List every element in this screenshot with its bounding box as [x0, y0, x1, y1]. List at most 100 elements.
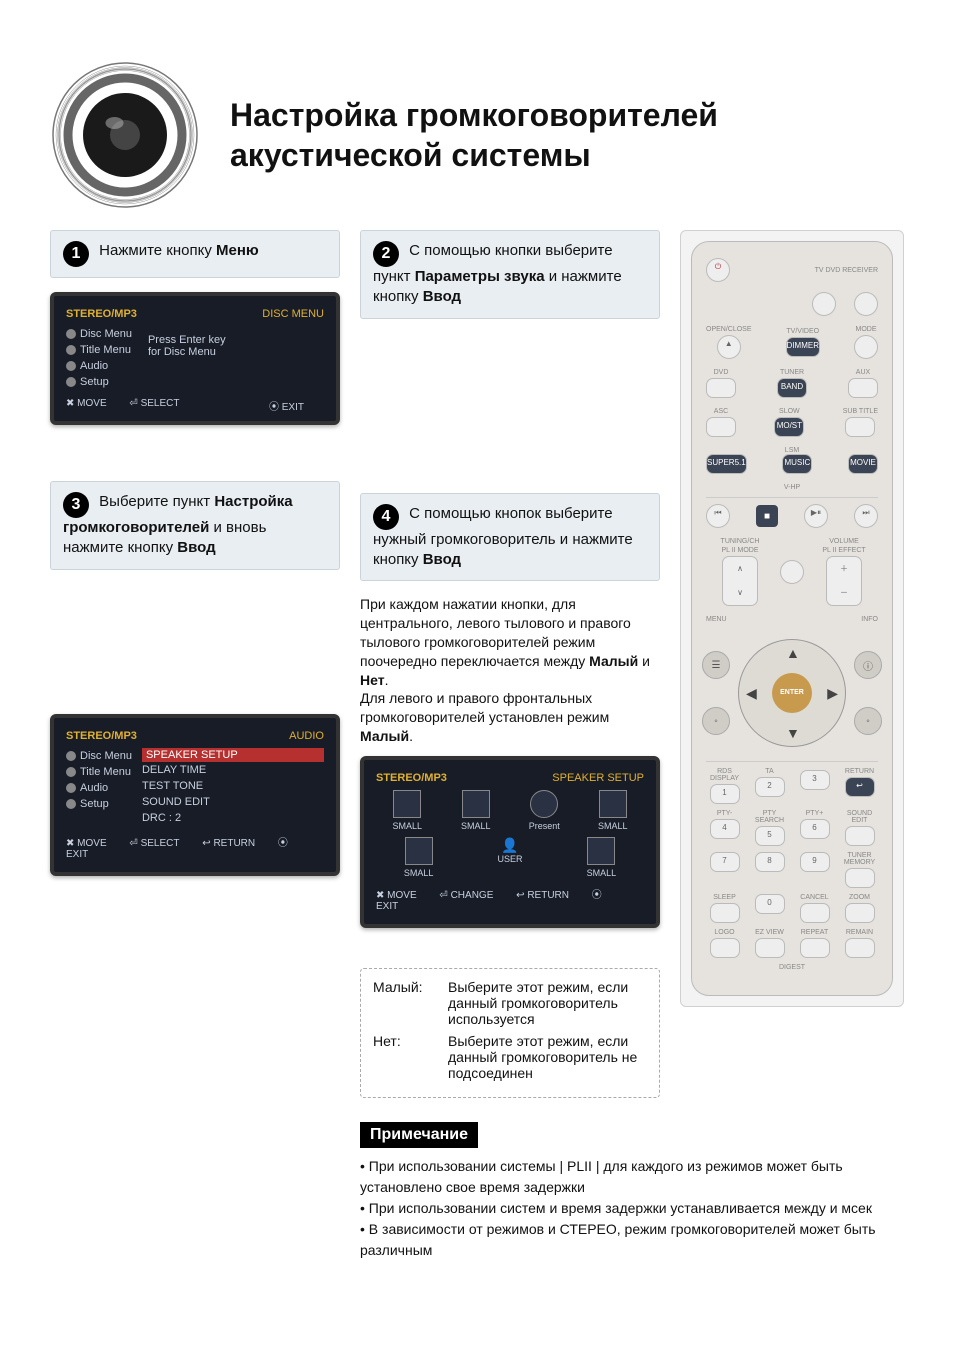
cancel-button[interactable] [800, 903, 830, 923]
remote-frame: ⏻ TV DVD RECEIVER OPEN/CLOSE▲ TV/VIDEODI… [680, 230, 904, 1007]
tv-screen-1: STEREO/MP3 DISC MENU Disc Menu Title Men… [50, 292, 340, 425]
speaker-icon [50, 60, 200, 210]
tv-video-button[interactable]: DIMMER [786, 337, 820, 357]
step-3-num: 3 [63, 492, 89, 518]
remain-button[interactable] [845, 938, 875, 958]
aux-button[interactable] [848, 378, 878, 398]
num-4[interactable]: 4 [710, 819, 740, 839]
tuner-memory-button[interactable] [845, 868, 875, 888]
sleep-button[interactable] [710, 903, 740, 923]
lbl: SOUND EDIT [841, 810, 878, 824]
lbl: EZ VIEW [755, 929, 784, 936]
num-2[interactable]: 2 [755, 777, 785, 797]
side-btn-l2[interactable]: ◦ [702, 707, 730, 735]
col-left: 1 Нажмите кнопку Меню STEREO/MP3 DISC ME… [50, 230, 340, 1098]
slow-button[interactable]: MO/ST [774, 417, 804, 437]
tv4-f: EXIT [376, 901, 398, 912]
step-3-d: Ввод [177, 539, 215, 556]
mode-button[interactable] [854, 335, 878, 359]
movie-button[interactable]: MOVIE [848, 454, 878, 474]
tv1-foot-exit: EXIT [282, 402, 304, 413]
tv3-lrow: Disc Menu [80, 750, 132, 762]
lbl: LOGO [714, 929, 734, 936]
num-7[interactable]: 7 [710, 852, 740, 872]
vol-label: VOLUME [829, 538, 859, 545]
num-6[interactable]: 6 [800, 819, 830, 839]
s4b-small: Малый [589, 653, 638, 669]
remote-top-right: TV DVD RECEIVER [815, 267, 878, 274]
tv3-foot-i: MOVE [77, 838, 106, 849]
tv-select[interactable] [812, 292, 836, 316]
lbl: DVD [714, 369, 729, 376]
note-b3: В зависимости от режимов и СТЕРЕО, режим… [360, 1221, 876, 1258]
tv-screen-3: STEREO/MP3 AUDIO Disc Menu Title Menu Au… [50, 714, 340, 876]
dpad-left[interactable]: ◀ [746, 685, 757, 702]
ezview-button[interactable] [755, 938, 785, 958]
logo-button[interactable] [710, 938, 740, 958]
menu-label: MENU [706, 616, 727, 623]
dpad: ▲ ▼ ◀ ▶ ENTER [732, 633, 852, 753]
num-5[interactable]: 5 [755, 826, 785, 846]
music-button[interactable]: MUSIC [782, 454, 812, 474]
info-button[interactable]: ⓘ [854, 651, 882, 679]
tuning-rocker[interactable]: ∧∨ [722, 556, 758, 606]
subtitle-button[interactable] [845, 417, 875, 437]
tv3-lrow: Title Menu [80, 766, 131, 778]
spk-lbl: SMALL [461, 821, 491, 831]
tv4-f: CHANGE [451, 890, 494, 901]
lbl: ZOOM [849, 894, 870, 901]
lbl: RETURN [845, 768, 874, 775]
tv1-hint: for Disc Menu [148, 346, 226, 358]
spk-lbl: SMALL [587, 868, 617, 878]
volume-rocker[interactable]: ＋－ [826, 556, 862, 606]
lbl: TUNER [780, 369, 804, 376]
tv4-f: RETURN [527, 890, 569, 901]
mute-button[interactable] [780, 560, 804, 584]
tv1-foot-move: MOVE [77, 398, 106, 409]
prev-button[interactable]: ⏮ [706, 504, 730, 528]
num-3[interactable]: 3 [800, 770, 830, 790]
pl2-mode: PL II MODE [721, 547, 758, 554]
vhp-label: V-HP [706, 484, 878, 491]
asc-button[interactable] [706, 417, 736, 437]
super51-button[interactable]: SUPER5.1 [706, 454, 747, 474]
tv1-title: STEREO/MP3 [66, 308, 137, 320]
lbl: SLEEP [713, 894, 736, 901]
s4b-l3: Малый [360, 728, 409, 744]
tv4-f: MOVE [387, 890, 416, 901]
next-button[interactable]: ⏭ [854, 504, 878, 528]
title-line2: акустической системы [230, 137, 591, 173]
col-right: ⏻ TV DVD RECEIVER OPEN/CLOSE▲ TV/VIDEODI… [680, 230, 904, 1098]
lbl: MODE [856, 326, 877, 333]
dpad-up[interactable]: ▲ [786, 645, 800, 661]
lbl: SUB TITLE [843, 408, 878, 415]
open-close-button[interactable]: ▲ [717, 335, 741, 359]
stop-button[interactable]: ■ [756, 505, 778, 527]
repeat-button[interactable] [800, 938, 830, 958]
play-pause-button[interactable]: ▶⏸ [804, 504, 828, 528]
digest-label: DIGEST [706, 964, 878, 971]
power-button[interactable]: ⏻ [706, 258, 730, 282]
zoom-button[interactable] [845, 903, 875, 923]
dpad-right[interactable]: ▶ [827, 685, 838, 702]
tv1-foot: ✖ MOVE ⏎ SELECT ⦿ EXIT [66, 398, 324, 409]
lbl: PTY- [717, 810, 732, 817]
dpad-down[interactable]: ▼ [786, 725, 800, 741]
return-button[interactable]: ↩ [845, 777, 875, 797]
tuner-button[interactable]: BAND [777, 378, 807, 398]
tv4-right: SPEAKER SETUP [552, 772, 644, 784]
num-0[interactable]: 0 [755, 894, 785, 914]
enter-button[interactable]: ENTER [772, 673, 812, 713]
dvd-button[interactable] [706, 378, 736, 398]
dvd-select[interactable] [854, 292, 878, 316]
page-title: Настройка громкоговорителей акустической… [230, 95, 904, 175]
num-8[interactable]: 8 [755, 852, 785, 872]
side-btn-r2[interactable]: ◦ [854, 707, 882, 735]
num-1[interactable]: 1 [710, 784, 740, 804]
menu-button[interactable]: ☰ [702, 651, 730, 679]
num-9[interactable]: 9 [800, 852, 830, 872]
sound-edit-button[interactable] [845, 826, 875, 846]
tv1-row: Disc Menu [80, 328, 132, 340]
tv3-lrow: Setup [80, 798, 109, 810]
lbl: TV/VIDEO [786, 328, 819, 335]
